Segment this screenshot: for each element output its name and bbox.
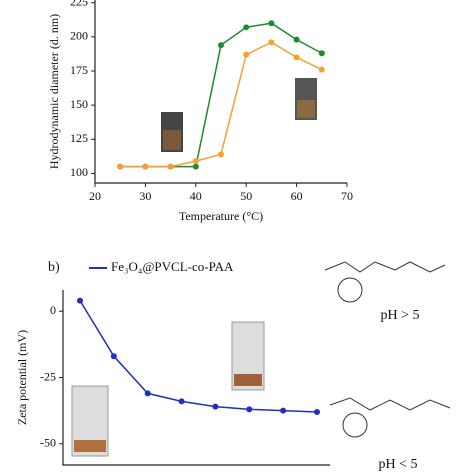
legend-label: Fe₃O₄@PVCL-co-PAA [111, 259, 234, 274]
data-point [243, 24, 250, 31]
series-line [79, 300, 318, 413]
data-point [142, 163, 149, 170]
chemical-structure [324, 261, 451, 438]
data-point [218, 151, 224, 158]
data-point [280, 407, 287, 414]
x-tick-label: 50 [240, 189, 252, 203]
data-point [110, 353, 117, 360]
x-tick-label: 70 [341, 189, 353, 203]
data-point [246, 406, 253, 413]
data-point [192, 163, 199, 170]
data-point [318, 50, 325, 57]
y-tick-label: 125 [70, 131, 88, 145]
data-point [77, 297, 83, 304]
y-tick-label: 100 [70, 165, 88, 179]
data-point [192, 158, 199, 165]
data-point [318, 66, 325, 73]
x-tick-label: 30 [139, 189, 151, 203]
data-point [144, 390, 151, 397]
y-axis-label: Zeta potential (mV) [15, 330, 29, 425]
x-axis-label: Temperature (°C) [179, 209, 263, 223]
vial-photo [71, 78, 317, 457]
data-point [218, 42, 224, 49]
annotation: pH > 5 [380, 308, 419, 323]
y-tick-label: 225 [70, 0, 88, 8]
data-point [167, 163, 174, 170]
annotation: pH < 5 [378, 457, 417, 472]
y-tick-label: 200 [70, 29, 88, 43]
data-point [293, 36, 300, 43]
series-line [120, 41, 323, 168]
data-point [243, 51, 250, 58]
y-tick-label: 150 [70, 97, 88, 111]
y-axis-label: Hydrodynamic diameter (d. nm) [47, 14, 61, 169]
x-tick-label: 40 [190, 189, 202, 203]
data-point [268, 39, 275, 46]
y-tick-label: -50 [40, 436, 56, 450]
data-point [314, 408, 320, 415]
panel-label: b) [48, 260, 60, 275]
x-tick-label: 60 [291, 189, 303, 203]
y-tick-label: 175 [70, 63, 88, 77]
data-point [178, 398, 185, 405]
y-tick-label: -25 [40, 369, 56, 383]
y-tick-label: 0 [50, 303, 56, 317]
axis-frame [62, 290, 330, 466]
data-point [268, 20, 275, 27]
x-tick-label: 20 [89, 189, 101, 203]
data-point [212, 403, 219, 410]
data-point [293, 54, 300, 61]
data-point [117, 163, 124, 170]
